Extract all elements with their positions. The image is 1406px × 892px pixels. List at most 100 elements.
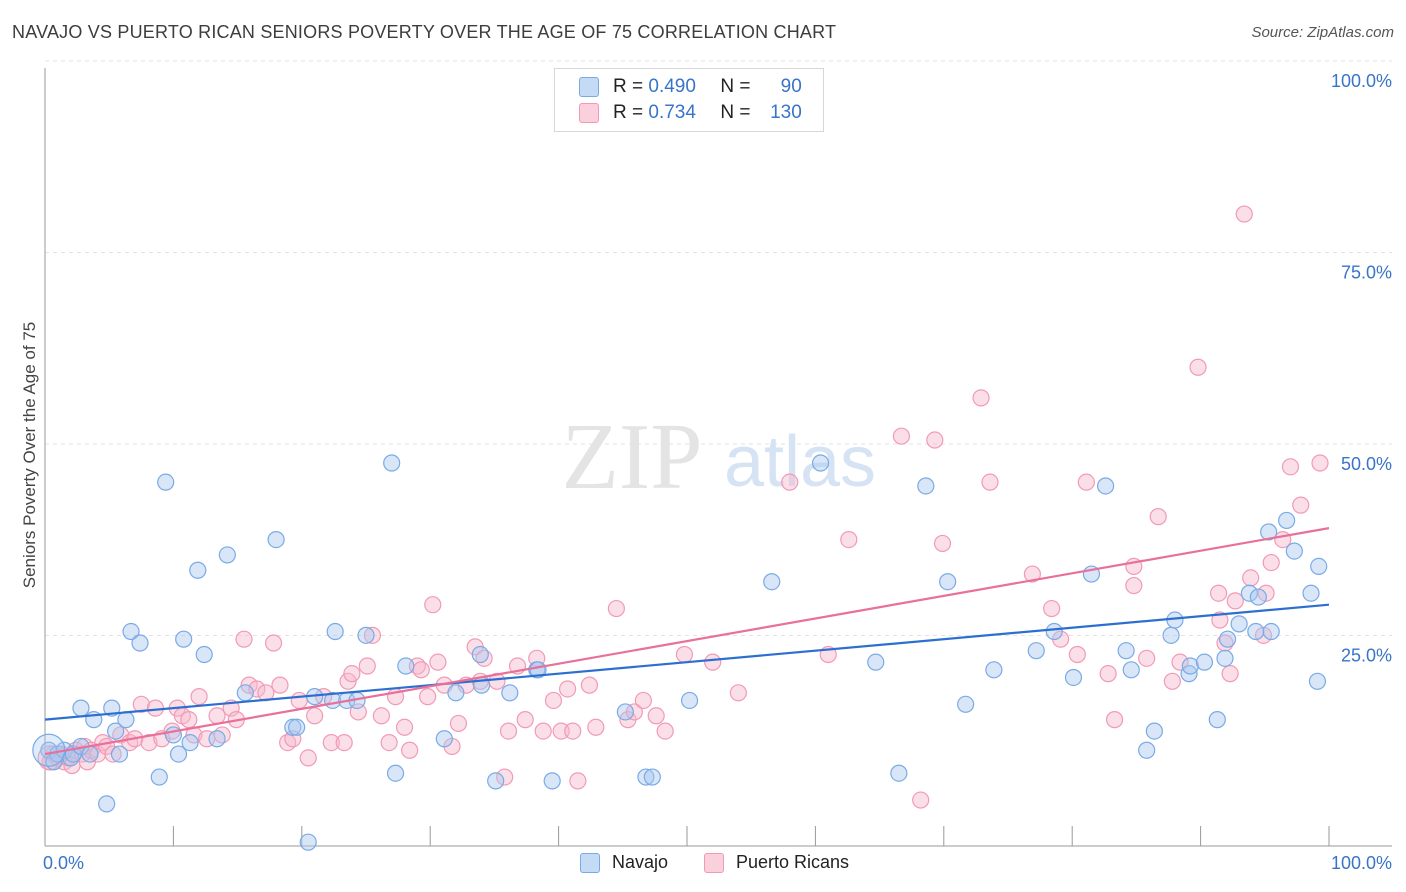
navajo-point	[386, 764, 405, 782]
legend-n-value: 130	[770, 102, 802, 123]
y-tick-label: 25.0%	[1341, 646, 1392, 666]
navajo-point	[471, 645, 489, 664]
navajo-point	[357, 626, 375, 644]
legend-n-label: N =	[720, 76, 751, 97]
puerto-rican-point	[322, 733, 340, 752]
puerto-rican-point	[132, 695, 150, 713]
puerto-rican-point	[704, 653, 722, 671]
navajo-point	[195, 645, 213, 664]
puerto-rican-point	[146, 699, 165, 717]
navajo-point	[208, 730, 226, 748]
puerto-rican-point	[1292, 496, 1310, 514]
puerto-rican-point	[580, 676, 599, 694]
puerto-rican-point	[264, 634, 283, 652]
puerto-rican-point	[208, 707, 226, 725]
navajo-point	[1064, 668, 1083, 687]
navajo-point	[1027, 642, 1045, 660]
navajo-point	[32, 733, 66, 767]
puerto-rican-point	[1163, 672, 1181, 690]
puerto-rican-point	[395, 718, 414, 736]
navajo-point	[1302, 584, 1320, 602]
navajo-point	[164, 726, 182, 744]
puerto-rican-point	[140, 733, 158, 752]
puerto-rican-point	[1023, 565, 1041, 583]
navajo-point	[1122, 661, 1140, 679]
puerto-rican-point	[1105, 711, 1124, 729]
navajo-point	[218, 546, 236, 564]
puerto-rican-point	[1221, 665, 1239, 683]
navajo-point	[397, 657, 415, 675]
navajo-point	[643, 768, 661, 786]
puerto-rican-point	[449, 714, 468, 733]
navajo-point	[1145, 722, 1163, 740]
puerto-rican-point	[634, 691, 652, 710]
navajo-point	[1218, 630, 1237, 648]
navajo-point	[1096, 477, 1115, 495]
puerto-rican-point	[892, 427, 911, 445]
navajo-point	[1216, 649, 1234, 667]
puerto-rican-point	[840, 530, 858, 549]
navajo-point	[985, 661, 1003, 679]
puerto-rican-point	[607, 599, 625, 618]
legend-swatch-puerto-ricans	[579, 103, 599, 123]
bottom-legend-label-navajo: Navajo	[612, 852, 669, 872]
puerto-rican-point	[1226, 592, 1244, 610]
navajo-point	[284, 718, 302, 736]
navajo-point	[763, 573, 781, 591]
puerto-rican-point	[544, 691, 563, 710]
navajo-point	[680, 691, 699, 710]
navajo-point	[867, 653, 885, 671]
navajo-point	[811, 454, 830, 472]
puerto-rican-point	[647, 707, 665, 725]
puerto-rican-point	[1171, 653, 1189, 671]
puerto-rican-point	[933, 534, 952, 553]
puerto-rican-point	[564, 722, 582, 740]
navajo-point	[1249, 588, 1267, 606]
navajo-point	[1310, 557, 1328, 576]
bottom-legend-puerto-ricans: Puerto Ricans	[704, 852, 849, 873]
legend: R = 0.490 N = 90 R = 0.734 N = 130	[554, 68, 824, 132]
bottom-legend-swatch-navajo	[580, 852, 600, 873]
puerto-rican-point	[781, 473, 799, 491]
puerto-rican-point	[1254, 626, 1273, 644]
puerto-rican-point	[1209, 584, 1228, 602]
puerto-rican-point	[656, 722, 674, 740]
puerto-rican-point	[335, 733, 353, 752]
puerto-rican-point	[1257, 584, 1275, 602]
navajo-point	[189, 561, 207, 579]
source-label: Source: ZipAtlas.com	[1251, 24, 1394, 41]
x-tick-label: 100.0%	[1331, 853, 1392, 873]
watermark-zip: ZIP	[562, 405, 703, 509]
puerto-rican-point	[290, 691, 308, 710]
puerto-rican-point	[1077, 473, 1095, 491]
navajo-point	[447, 684, 465, 702]
navajo-point	[326, 622, 344, 641]
puerto-rican-point	[534, 722, 552, 740]
navajo-point	[107, 722, 125, 740]
series-navajo-points	[32, 454, 1328, 851]
tick-labels: 100.0% 75.0% 50.0% 25.0% 0.0% 100.0%	[43, 71, 1392, 873]
navajo-point	[81, 745, 99, 763]
legend-n-value: 90	[780, 76, 802, 97]
puerto-rican-point	[190, 688, 208, 706]
puerto-rican-point	[499, 722, 518, 740]
puerto-rican-point	[1235, 205, 1253, 223]
bottom-legend-label-puerto-ricans: Puerto Ricans	[736, 852, 850, 872]
puerto-rican-point	[625, 703, 643, 721]
puerto-rican-point	[306, 707, 324, 725]
watermark-atlas: atlas	[724, 422, 876, 502]
navajo-point	[1117, 642, 1135, 660]
navajo-point	[267, 530, 285, 549]
grid-lines	[45, 60, 1392, 636]
axes	[44, 68, 1392, 847]
puerto-rican-point	[424, 596, 442, 614]
navajo-point	[1278, 511, 1296, 530]
puerto-rican-point	[412, 661, 430, 679]
puerto-rican-point	[558, 680, 577, 698]
navajo-point	[1285, 542, 1303, 560]
navajo-point	[150, 768, 168, 786]
puerto-rican-point	[358, 657, 376, 675]
navajo-point	[1262, 622, 1280, 641]
puerto-rican-point	[926, 431, 944, 449]
